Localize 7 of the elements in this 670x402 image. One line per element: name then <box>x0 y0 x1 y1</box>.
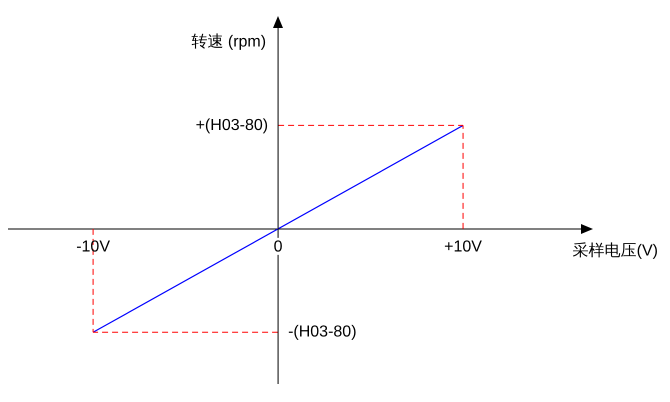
y-axis-title: 转速 (rpm) <box>191 32 266 50</box>
ref-line-label: +(H03-80) <box>196 116 268 134</box>
x-tick-label: -10V <box>76 238 110 256</box>
x-tick-label: +10V <box>444 238 482 256</box>
x-tick-label: 0 <box>274 238 283 256</box>
x-axis-title: 采样电压(V) <box>572 241 658 260</box>
ref-line-label: -(H03-80) <box>288 324 357 341</box>
